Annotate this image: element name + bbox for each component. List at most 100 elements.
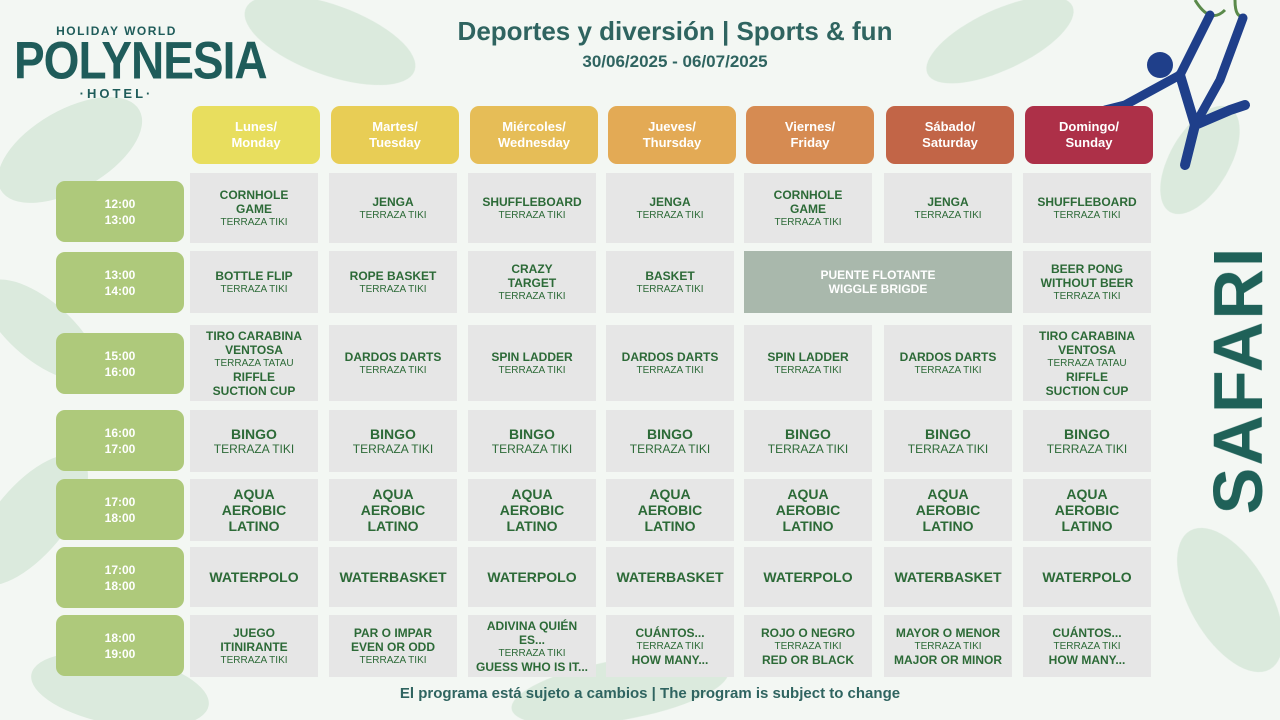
activity-name: SHUFFLEBOARD: [1037, 194, 1137, 209]
activity-name: JENGA: [649, 194, 691, 209]
day-header-monday: Lunes/Monday: [192, 106, 320, 164]
logo-sub-text: ·HOTEL·: [79, 86, 154, 101]
activity-cell: MAYOR O MENOR TERRAZA TIKI MAJOR OR MINOR: [884, 615, 1012, 677]
activity-cell: SHUFFLEBOARD TERRAZA TIKI: [468, 173, 596, 243]
time-slot: 13:00 14:00: [56, 252, 184, 313]
activity-name-english: RIFFLE: [1066, 369, 1108, 384]
activity-cell: SPIN LADDER TERRAZA TIKI: [744, 325, 872, 401]
activity-name: ITINIRANTE: [220, 639, 288, 654]
day-header-label: Tuesday: [369, 135, 421, 150]
activity-name-english: SUCTION CUP: [1045, 383, 1129, 398]
activity-cell: AQUA AEROBIC LATINO: [884, 479, 1012, 541]
activity-cell: WATERPOLO: [1023, 547, 1151, 607]
activity-name: CORNHOLE: [773, 187, 843, 202]
time-slot-start: 15:00: [104, 348, 136, 363]
time-slot: 18:00 19:00: [56, 615, 184, 676]
time-slot-end: 19:00: [104, 646, 136, 661]
activity-name: LATINO: [782, 518, 834, 534]
time-slot-start: 18:00: [104, 630, 136, 645]
activity-name: AEROBIC: [915, 502, 981, 518]
activity-cell: JUEGO ITINIRANTE TERRAZA TIKI: [190, 615, 318, 677]
time-slot: 17:00 18:00: [56, 479, 184, 540]
activity-name-english: RIFFLE: [233, 369, 275, 384]
activity-name: LATINO: [644, 518, 696, 534]
activity-location: TERRAZA TIKI: [359, 654, 427, 666]
day-header-label: Miércoles/: [502, 119, 566, 134]
activity-name-english: HOW MANY...: [1048, 652, 1126, 667]
activity-name: BINGO: [370, 425, 416, 442]
safari-side-text: SAFARI: [1199, 245, 1277, 515]
activity-name: MAYOR O MENOR: [895, 625, 1001, 640]
time-slot-end: 16:00: [104, 364, 136, 379]
activity-name: LATINO: [367, 518, 419, 534]
activity-location: TERRAZA TIKI: [636, 209, 704, 221]
time-slot-start: 17:00: [104, 494, 136, 509]
activity-cell: CRAZY TARGET TERRAZA TIKI: [468, 251, 596, 313]
activity-location: TERRAZA TIKI: [636, 283, 704, 295]
activity-name: CUÁNTOS...: [1052, 625, 1122, 640]
activity-name: LATINO: [228, 518, 280, 534]
activity-name: VENTOSA: [1058, 342, 1116, 357]
activity-cell: BOTTLE FLIP TERRAZA TIKI: [190, 251, 318, 313]
day-header-tuesday: Martes/Tuesday: [331, 106, 459, 164]
activity-location: TERRAZA TIKI: [907, 441, 989, 456]
activity-name: GAME: [790, 201, 826, 216]
activity-cell: AQUA AEROBIC LATINO: [468, 479, 596, 541]
activity-name: ROPE BASKET: [349, 268, 437, 283]
activity-name: BINGO: [231, 425, 277, 442]
activity-cell: WATERBASKET: [884, 547, 1012, 607]
activity-cell: BINGO TERRAZA TIKI: [468, 410, 596, 472]
activity-location: TERRAZA TIKI: [1053, 640, 1121, 652]
activity-name: CORNHOLE: [219, 187, 289, 202]
activity-name: JUEGO: [232, 625, 275, 640]
activity-name: WATERPOLO: [763, 569, 853, 585]
activity-name: WATERBASKET: [616, 569, 724, 585]
day-header-label: Monday: [231, 135, 281, 150]
activity-cell: BINGO TERRAZA TIKI: [606, 410, 734, 472]
day-header-label: Domingo/: [1059, 119, 1119, 134]
activity-location: TERRAZA TIKI: [629, 441, 711, 456]
time-slot-start: 16:00: [104, 425, 136, 440]
time-slot-start: 12:00: [104, 196, 136, 211]
activity-cell: DARDOS DARTS TERRAZA TIKI: [329, 325, 457, 401]
activity-name: WATERPOLO: [487, 569, 577, 585]
activity-name: WIGGLE BRIGDE: [828, 282, 928, 296]
activity-name: TIRO CARABINA: [1039, 328, 1135, 343]
day-header-sunday: Domingo/Sunday: [1025, 106, 1153, 164]
activity-name: SPIN LADDER: [767, 349, 849, 364]
activity-name: WATERBASKET: [894, 569, 1002, 585]
activity-name: AQUA: [927, 486, 969, 502]
activity-location: TERRAZA TATAU: [1047, 357, 1127, 369]
day-header-saturday: Sábado/Saturday: [886, 106, 1014, 164]
activity-name: AQUA: [649, 486, 691, 502]
activity-location: TERRAZA TIKI: [359, 283, 427, 295]
logo-main-text: POLYNESIA: [14, 30, 268, 90]
activity-cell: PAR O IMPAR EVEN OR ODD TERRAZA TIKI: [329, 615, 457, 677]
activity-name: AEROBIC: [775, 502, 841, 518]
activity-cell: SHUFFLEBOARD TERRAZA TIKI: [1023, 173, 1151, 243]
activity-cell: ROPE BASKET TERRAZA TIKI: [329, 251, 457, 313]
activity-cell: AQUA AEROBIC LATINO: [1023, 479, 1151, 541]
activity-name: DARDOS DARTS: [899, 349, 997, 364]
time-slot-end: 17:00: [104, 441, 136, 456]
activity-cell: WATERPOLO: [744, 547, 872, 607]
time-slot: 17:00 18:00: [56, 547, 184, 608]
activity-location: TERRAZA TIKI: [359, 364, 427, 376]
activity-location: TERRAZA TIKI: [1046, 441, 1128, 456]
date-range: 30/06/2025 - 06/07/2025: [582, 52, 768, 71]
activity-cell: WATERBASKET: [606, 547, 734, 607]
activity-location: TERRAZA TIKI: [213, 441, 295, 456]
activity-location: TERRAZA TIKI: [359, 209, 427, 221]
activity-name: JENGA: [927, 194, 969, 209]
day-header-label: Wednesday: [497, 135, 570, 150]
activity-location: TERRAZA TIKI: [498, 647, 566, 659]
activity-name: WATERPOLO: [1042, 569, 1132, 585]
activity-name-english: MAJOR OR MINOR: [894, 652, 1002, 667]
activity-name: SHUFFLEBOARD: [482, 194, 582, 209]
activity-name: GAME: [236, 201, 272, 216]
activity-cell: ROJO O NEGRO TERRAZA TIKI RED OR BLACK: [744, 615, 872, 677]
activity-cell: ADIVINA QUIÉN ES... TERRAZA TIKI GUESS WHO …: [468, 615, 596, 677]
activity-name: AQUA: [1066, 486, 1108, 502]
activity-location: TERRAZA TIKI: [774, 216, 842, 228]
activity-cell: AQUA AEROBIC LATINO: [329, 479, 457, 541]
